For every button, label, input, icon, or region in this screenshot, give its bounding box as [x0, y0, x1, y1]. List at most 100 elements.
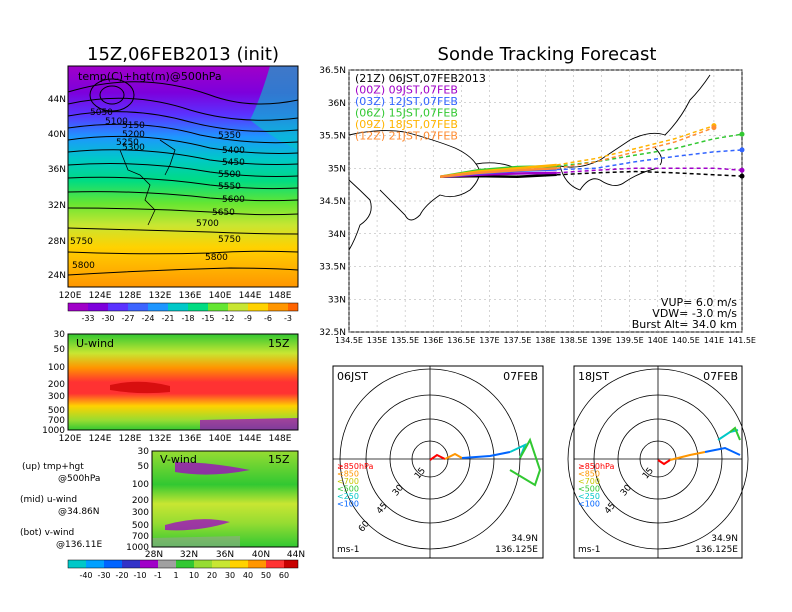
- note-line: @500hPa: [58, 474, 100, 484]
- burst-alt-text: Burst Alt= 34.0 km: [632, 318, 737, 331]
- lat-label: 33N: [328, 295, 346, 305]
- pressure-label: 1000: [126, 543, 149, 553]
- v-wind-time: 15Z: [268, 453, 290, 466]
- hodo-lat: 34.9N: [511, 534, 538, 544]
- colorbar-tick: -10: [133, 571, 146, 580]
- lon-label: 138.5E: [560, 336, 588, 345]
- hodo-legend-entry: <250: [337, 492, 359, 501]
- contour-label: 5700: [196, 219, 219, 229]
- colorbar-tick: -30: [97, 571, 110, 580]
- hodo-date: 07FEB: [503, 370, 538, 383]
- pressure-label: 700: [48, 416, 65, 426]
- pressure-label: 50: [54, 345, 66, 355]
- lat-label: 35N: [328, 164, 346, 174]
- lat-labels: 44N 40N 36N 32N 28N 24N: [48, 95, 66, 281]
- northerly-region: [165, 519, 230, 531]
- legend-entry: (09Z) 18JST,07FEB: [355, 118, 458, 131]
- landing-point: [711, 125, 717, 131]
- lat-label: 36N: [216, 550, 234, 560]
- lon-label: 136E: [179, 291, 202, 301]
- track-line-descent: [556, 124, 715, 166]
- lat-label: 28N: [145, 550, 163, 560]
- colorbar-tick: -24: [141, 314, 154, 323]
- colorbar-tick: -30: [101, 314, 114, 323]
- lon-label: 136E: [179, 434, 202, 444]
- lon-label: 148E: [269, 434, 292, 444]
- landing-point: [739, 147, 745, 153]
- hodograph-left: 15 30 45 60 06JST 07FEB ≥850hPa<850<700<…: [332, 365, 544, 559]
- u-wind-label: U-wind: [76, 337, 114, 350]
- colorbar-tick: 60: [279, 571, 289, 580]
- hodo-legend-entry: <700: [337, 477, 359, 486]
- track-line-descent: [556, 133, 743, 168]
- hodo-legend-entry: ≥850hPa: [578, 462, 615, 471]
- hodo-trace-100: [461, 451, 511, 459]
- v-wind-panel: V-wind 15Z 30 50 100 200 300 500 700 100…: [126, 447, 305, 560]
- lat-label: 40N: [48, 130, 66, 140]
- colorbar-tick: -1: [154, 571, 162, 580]
- lon-label: 132E: [149, 291, 172, 301]
- lon-label: 136.5E: [447, 336, 475, 345]
- hodo-legend-entry: <500: [578, 485, 600, 494]
- u-wind-panel: U-wind 15Z 30 50 100 200 300 500 700 100…: [42, 330, 299, 444]
- note-line: (mid) u-wind: [20, 495, 77, 505]
- legend-entry: (03Z) 12JST,07FEB: [355, 95, 458, 108]
- contour-label: 5600: [222, 195, 245, 205]
- lon-label: 138E: [535, 336, 555, 345]
- lon-label: 144E: [239, 434, 262, 444]
- lon-labels: 120E 124E 128E 132E 136E 140E 144E 148E: [59, 291, 292, 301]
- hodo-legend-entry: <850: [337, 470, 359, 479]
- lat-label: 32N: [180, 550, 198, 560]
- lon-label: 139.5E: [616, 336, 644, 345]
- contour-label: 5750: [70, 237, 93, 247]
- jet-core: [110, 381, 170, 394]
- colorbar-tick: -27: [121, 314, 134, 323]
- hodo-trace-low: [429, 453, 446, 461]
- lon-label: 124E: [89, 434, 112, 444]
- pressure-label: 500: [132, 521, 149, 531]
- track-line-descent: [556, 170, 743, 177]
- northerly-region: [175, 462, 250, 475]
- colorbar-tick: -15: [201, 314, 214, 323]
- contour-labels: 5050 5100 5150 5200 5250 5300 5350 5400 …: [70, 108, 245, 271]
- contour-label: 5550: [218, 182, 241, 192]
- colorbar-tick: 30: [225, 571, 235, 580]
- temp-colorbar: -33 -30 -27 -24 -21 -18 -15 -12 -9 -6 -3: [67, 302, 299, 323]
- pressure-label: 200: [48, 380, 65, 390]
- lon-label: 140E: [209, 434, 232, 444]
- lon-label: 140E: [648, 336, 668, 345]
- track-line-descent: [556, 126, 715, 169]
- v-wind-label: V-wind: [160, 453, 197, 466]
- colorbar-tick: -9: [244, 314, 252, 323]
- lat-label: 33.5N: [319, 263, 346, 273]
- lon-label: 132E: [149, 434, 172, 444]
- pressure-label: 100: [132, 480, 149, 490]
- calm-region: [152, 536, 240, 547]
- pressure-label: 30: [138, 447, 150, 457]
- legend-entry: (21Z) 06JST,07FEB2013: [355, 72, 486, 85]
- lon-label: 141E: [704, 336, 724, 345]
- pressure-label: 30: [54, 330, 66, 340]
- note-line: (up) tmp+hgt: [22, 462, 84, 472]
- track-map: 36.5N 36N 35.5N 35N 34.5N 34N 33.5N 33N 32.5N 13…: [319, 66, 756, 345]
- lon-label: 139E: [591, 336, 611, 345]
- lon-label: 128E: [119, 291, 142, 301]
- hodo-lon: 136.125E: [695, 545, 738, 555]
- lon-label: 140E: [209, 291, 232, 301]
- lat-label: 32.5N: [319, 328, 346, 338]
- pressure-label: 1000: [42, 426, 65, 436]
- lat-label: 24N: [48, 271, 66, 281]
- hodo-trace-low: [657, 459, 671, 466]
- hodo-date: 07FEB: [703, 370, 738, 383]
- hodo-time: 06JST: [337, 370, 368, 383]
- pressure-label: 100: [48, 363, 65, 373]
- hodo-time: 18JST: [578, 370, 609, 383]
- hodo-legend-entry: <250: [578, 492, 600, 501]
- hodo-legend-entry: <100: [578, 500, 600, 509]
- lon-label: 135.5E: [391, 336, 419, 345]
- lat-label: 35.5N: [319, 132, 346, 142]
- colorbar-tick: 20: [207, 571, 217, 580]
- contour-label: 5300: [122, 143, 145, 153]
- contour-label: 5150: [122, 121, 145, 131]
- hodo-trace-500: [729, 426, 741, 441]
